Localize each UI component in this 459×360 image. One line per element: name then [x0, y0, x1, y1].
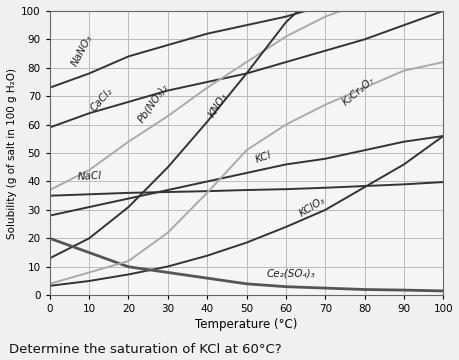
- X-axis label: Temperature (°C): Temperature (°C): [195, 318, 297, 332]
- Text: KClO₃: KClO₃: [297, 195, 327, 219]
- Text: KNO₃: KNO₃: [207, 91, 230, 119]
- Text: NaNO₃: NaNO₃: [69, 33, 94, 68]
- Text: Determine the saturation of KCl at 60°C?: Determine the saturation of KCl at 60°C?: [9, 343, 281, 356]
- Y-axis label: Solubility (g of salt in 100 g H₂O): Solubility (g of salt in 100 g H₂O): [7, 68, 17, 239]
- Text: Ce₂(SO₄)₃: Ce₂(SO₄)₃: [266, 268, 314, 278]
- Text: KCl: KCl: [254, 149, 273, 165]
- Text: K₂Cr₂O₇: K₂Cr₂O₇: [340, 75, 376, 108]
- Text: NaCl: NaCl: [77, 170, 102, 181]
- Text: CaCl₂: CaCl₂: [89, 86, 115, 113]
- Text: Pb(NO₃)₂: Pb(NO₃)₂: [136, 82, 170, 125]
